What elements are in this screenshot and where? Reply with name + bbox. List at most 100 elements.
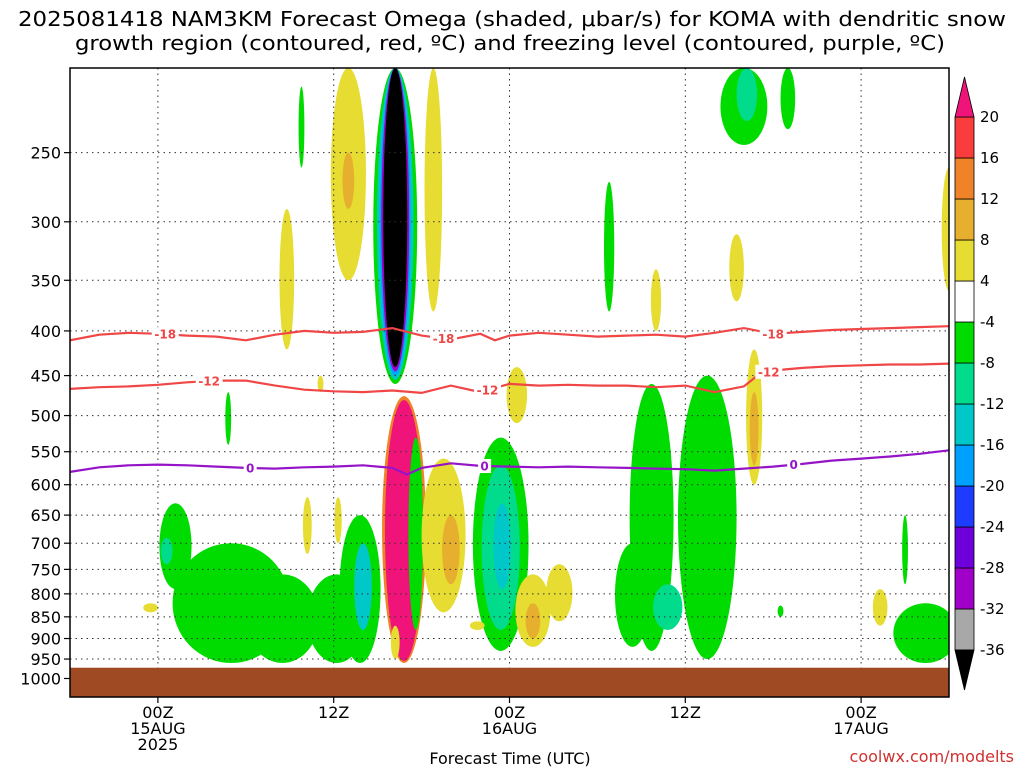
colorbar-band bbox=[954, 526, 975, 569]
omega-shading bbox=[143, 68, 949, 664]
colorbar-band bbox=[954, 608, 975, 651]
x-tick-label: 00Z bbox=[494, 703, 525, 722]
omega-upward-area bbox=[736, 68, 758, 122]
colorbar-tick-label: -28 bbox=[980, 559, 1005, 577]
omega-downward-area bbox=[506, 367, 528, 424]
contour-lines: -18 -18 -18 -12 -12 -12 0 0 0 bbox=[70, 325, 949, 476]
omega-downward-area bbox=[469, 621, 485, 631]
contour-label: -12 bbox=[477, 384, 499, 398]
contour-label-bg bbox=[478, 459, 492, 474]
dendritic-contour bbox=[70, 325, 949, 342]
omega-downward-area bbox=[729, 234, 744, 302]
ground-surface bbox=[70, 667, 949, 697]
omega-upward-area bbox=[603, 181, 615, 312]
y-tick-label: 800 bbox=[30, 585, 61, 604]
contour-label: -18 bbox=[433, 332, 455, 346]
omega-upward-area bbox=[354, 543, 372, 631]
colorbar-band bbox=[954, 321, 975, 364]
contour-label-bg bbox=[759, 326, 787, 341]
omega-downward-area bbox=[317, 375, 324, 393]
colorbar: -36 -32 -28 -24 -20 -16 -12 -8 -4 4 8 12 16 20 bbox=[954, 76, 1005, 691]
omega-upward-area bbox=[225, 392, 232, 445]
colorbar-band bbox=[954, 362, 975, 405]
chart-title-line2: growth region (contoured, red, ºC) and f… bbox=[75, 31, 945, 55]
omega-upward-area bbox=[780, 68, 796, 130]
y-tick-label: 650 bbox=[30, 506, 61, 525]
omega-upward-area bbox=[160, 537, 173, 565]
omega-downward-area bbox=[749, 392, 759, 466]
omega-downward-area bbox=[334, 497, 342, 544]
x-tick-label: 2025 bbox=[138, 735, 179, 754]
omega-downward-area bbox=[546, 564, 573, 622]
contour-label: 0 bbox=[790, 458, 798, 472]
colorbar-tick-label: 8 bbox=[980, 231, 990, 249]
y-tick-label: 700 bbox=[30, 534, 61, 553]
contour-label-bg bbox=[474, 383, 502, 398]
contour-label: -12 bbox=[758, 365, 780, 379]
omega-upward-area bbox=[245, 574, 320, 664]
x-tick-label: 16AUG bbox=[482, 719, 537, 738]
omega-downward-area bbox=[872, 589, 888, 626]
colorbar-tick-label: -4 bbox=[980, 313, 995, 331]
y-tick-label: 350 bbox=[30, 271, 61, 290]
omega-upward-area bbox=[614, 543, 651, 647]
y-tick-label: 850 bbox=[30, 608, 61, 627]
omega-upward-area bbox=[159, 503, 192, 590]
omega-downward-area bbox=[442, 515, 460, 585]
colorbar-tick-label: -20 bbox=[980, 477, 1005, 495]
contour-label-bg bbox=[787, 457, 801, 472]
y-tick-label: 600 bbox=[30, 476, 61, 495]
omega-downward-area bbox=[525, 603, 541, 639]
colorbar-tick-label: -32 bbox=[980, 600, 1005, 618]
colorbar-band bbox=[954, 198, 975, 241]
contour-label: 0 bbox=[246, 462, 254, 476]
y-tick-label: 550 bbox=[30, 443, 61, 462]
omega-upward-area bbox=[893, 603, 949, 663]
colorbar-over-arrow bbox=[954, 76, 975, 118]
contour-label: -12 bbox=[198, 375, 220, 389]
colorbar-tick-label: 16 bbox=[980, 149, 999, 167]
contour-label: 0 bbox=[480, 460, 488, 474]
omega-upward-area bbox=[493, 503, 511, 590]
colorbar-tick-label: -24 bbox=[980, 518, 1005, 536]
omega-upward-area bbox=[408, 437, 424, 631]
colorbar-tick-label: 20 bbox=[980, 108, 999, 126]
x-tick-label: 15AUG bbox=[130, 719, 185, 738]
omega-downward-area bbox=[279, 208, 295, 350]
omega-downward-area bbox=[650, 269, 662, 331]
y-tick-label: 300 bbox=[30, 213, 61, 232]
omega-downward-area bbox=[424, 68, 443, 312]
contour-label-bg bbox=[755, 364, 783, 379]
x-tick-label: 12Z bbox=[318, 703, 349, 722]
omega-downward-area bbox=[143, 603, 158, 613]
x-axis-label: Forecast Time (UTC) bbox=[429, 749, 590, 768]
colorbar-band bbox=[954, 157, 975, 200]
contour-label-bg bbox=[151, 327, 179, 342]
omega-upward-area bbox=[902, 515, 908, 585]
y-axis: 250 300 350 400 450 500 550 600 650 700 750 800 850 9… bbox=[20, 144, 70, 688]
y-tick-label: 250 bbox=[30, 144, 61, 163]
colorbar-band bbox=[954, 485, 975, 528]
y-tick-label: 400 bbox=[30, 322, 61, 341]
omega-downward-area bbox=[941, 167, 949, 291]
chart-title-line1: 2025081418 NAM3KM Forecast Omega (shaded… bbox=[18, 7, 1006, 31]
omega-upward-area bbox=[383, 68, 408, 368]
x-tick-label: 00Z bbox=[845, 703, 876, 722]
contour-label-bg bbox=[243, 461, 257, 476]
colorbar-tick-label: -16 bbox=[980, 436, 1005, 454]
y-tick-label: 450 bbox=[30, 367, 61, 386]
colorbar-tick-label: -12 bbox=[980, 395, 1005, 413]
contour-label: -18 bbox=[154, 328, 176, 342]
y-tick-label: 900 bbox=[30, 630, 61, 649]
x-tick-label: 00Z bbox=[142, 703, 173, 722]
ground-layer bbox=[70, 667, 949, 697]
contour-label: -18 bbox=[762, 327, 784, 341]
colorbar-band bbox=[954, 280, 975, 323]
omega-downward-area bbox=[342, 152, 355, 209]
y-tick-label: 950 bbox=[30, 650, 61, 669]
omega-downward-area bbox=[302, 497, 312, 554]
colorbar-band bbox=[954, 403, 975, 446]
omega-downward-area bbox=[390, 625, 400, 660]
colorbar-band bbox=[954, 444, 975, 487]
colorbar-tick-label: -8 bbox=[980, 354, 995, 372]
